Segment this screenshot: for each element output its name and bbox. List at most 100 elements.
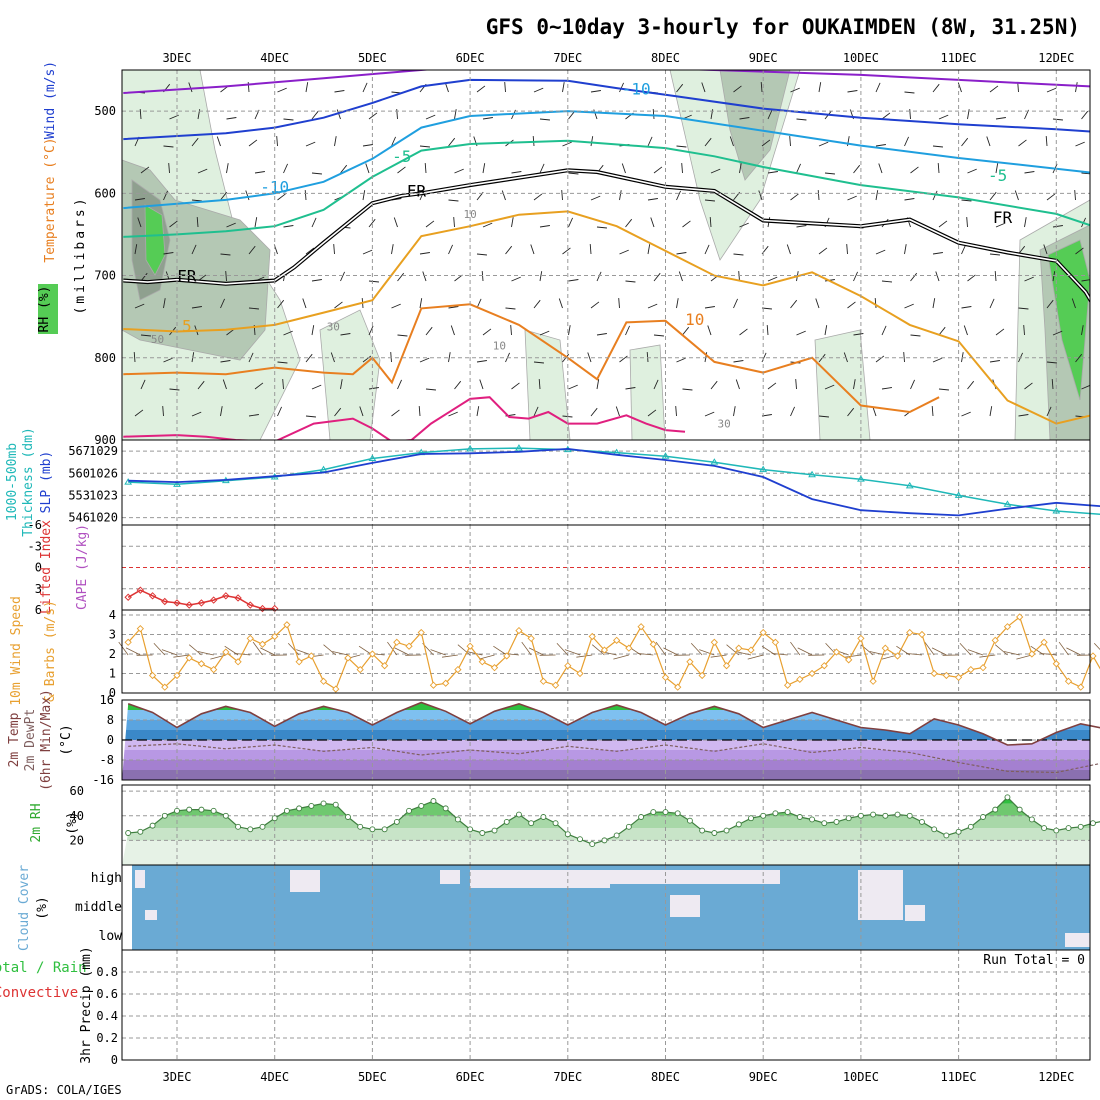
rh-marker	[625, 823, 632, 830]
wind-marker	[148, 671, 157, 680]
clear-sky-patch	[470, 870, 610, 888]
rh-marker	[454, 816, 461, 823]
thickness-marker	[319, 465, 328, 473]
wind-barb	[961, 306, 972, 309]
wind-barb	[709, 216, 712, 228]
wind-barb	[226, 222, 236, 228]
wind-barb	[533, 299, 541, 309]
wind-barb	[196, 216, 199, 228]
wind-barb	[932, 252, 943, 255]
wind-barb	[511, 276, 521, 282]
wind-barb	[625, 387, 636, 390]
wind-marker	[466, 642, 474, 650]
wind-barb	[1051, 378, 1054, 390]
wind-barb	[621, 163, 626, 174]
wind-marker	[124, 638, 132, 646]
wind-barb	[989, 360, 1000, 363]
wind-barb	[332, 651, 349, 656]
wind-barb	[676, 145, 687, 148]
wind-barb	[140, 166, 150, 174]
rh-marker	[833, 818, 840, 825]
wind-barb	[539, 225, 550, 228]
wind-barb	[587, 352, 592, 363]
panel-ylabel: CAPE (J/kg)	[75, 524, 90, 610]
slp-line	[128, 447, 1100, 517]
wind-barb	[824, 172, 835, 175]
pressure-tick: 800	[94, 351, 116, 365]
wind-barb	[967, 649, 984, 656]
wind-marker	[857, 634, 865, 643]
chart-title: GFS 0~10day 3-hourly for OUKAIMDEN (8W, …	[486, 15, 1080, 39]
wind-barb	[653, 272, 661, 282]
wind-barb	[590, 195, 601, 201]
wind-marker	[234, 658, 242, 666]
wind-barb	[340, 333, 351, 336]
rh-marker	[906, 812, 913, 819]
precip-tick: 0.6	[96, 987, 118, 1001]
wind-barb	[161, 649, 178, 656]
wind-marker	[490, 664, 499, 672]
wind-barb	[1081, 384, 1090, 390]
date-label-bottom: 8DEC	[651, 1070, 680, 1084]
wind-marker	[979, 664, 987, 672]
temp-band	[122, 750, 1090, 760]
rh-marker	[503, 818, 510, 825]
panel-ylabel: RH (%)	[37, 286, 52, 333]
wind-barb	[682, 388, 693, 391]
wind-barb	[1075, 353, 1083, 363]
wind-marker	[210, 665, 218, 674]
run-total: Run Total = 0	[983, 953, 1085, 968]
wind-barb	[391, 303, 401, 309]
thickness-tick: 553	[68, 488, 90, 502]
wind-barb	[989, 253, 1000, 256]
wind-barb	[283, 330, 293, 336]
rh-marker	[894, 811, 901, 818]
wind-barb	[733, 253, 744, 256]
wind-barb	[796, 330, 806, 336]
wind-barb	[482, 163, 486, 174]
wind-barb	[625, 218, 633, 228]
wind-barb	[482, 222, 493, 228]
wind-barb	[391, 244, 394, 255]
rh-marker	[1053, 827, 1060, 834]
wind-barb	[391, 136, 396, 147]
wind-barb	[875, 144, 886, 147]
rh-marker	[406, 807, 412, 814]
wind-marker	[930, 669, 938, 678]
cloud-level-label: high	[91, 871, 122, 886]
wind-barb	[874, 297, 877, 309]
pressure-tick: 900	[94, 433, 116, 447]
wind-barb	[505, 307, 516, 310]
wind-barb	[875, 249, 886, 255]
clear-sky-patch	[135, 870, 145, 888]
rh-marker	[662, 809, 669, 816]
wind-barb	[733, 85, 742, 93]
stability-panel: -6 -3 0 3 6	[28, 518, 1091, 617]
wind-barb	[397, 334, 408, 337]
wind-barb	[789, 135, 791, 147]
wind-marker	[722, 662, 731, 670]
wind-panel: 0 1 2 3 4	[109, 608, 1100, 700]
wind-barb	[625, 280, 636, 283]
wind-barb	[967, 168, 977, 174]
wind-marker	[893, 652, 902, 660]
wind-marker	[1016, 613, 1024, 621]
wind-barb	[191, 137, 199, 147]
lifted-index-marker	[148, 592, 157, 600]
wind-barb	[283, 163, 288, 174]
date-label-bottom: 4DEC	[260, 1070, 289, 1084]
lifted-index-marker	[197, 599, 206, 607]
wind-marker	[161, 683, 169, 691]
wind-marker	[747, 646, 755, 654]
wind-barb	[790, 299, 798, 309]
wind-barb	[419, 145, 430, 148]
rh-marker	[748, 815, 754, 822]
wind-marker	[942, 671, 951, 680]
wind-barb	[875, 355, 885, 363]
wind-barb	[1052, 271, 1056, 282]
wind-barb	[568, 325, 571, 336]
lifted-index-line	[127, 589, 275, 610]
wind-barb	[134, 303, 145, 309]
wind-marker	[954, 673, 963, 682]
li-tick: 6	[35, 603, 42, 617]
